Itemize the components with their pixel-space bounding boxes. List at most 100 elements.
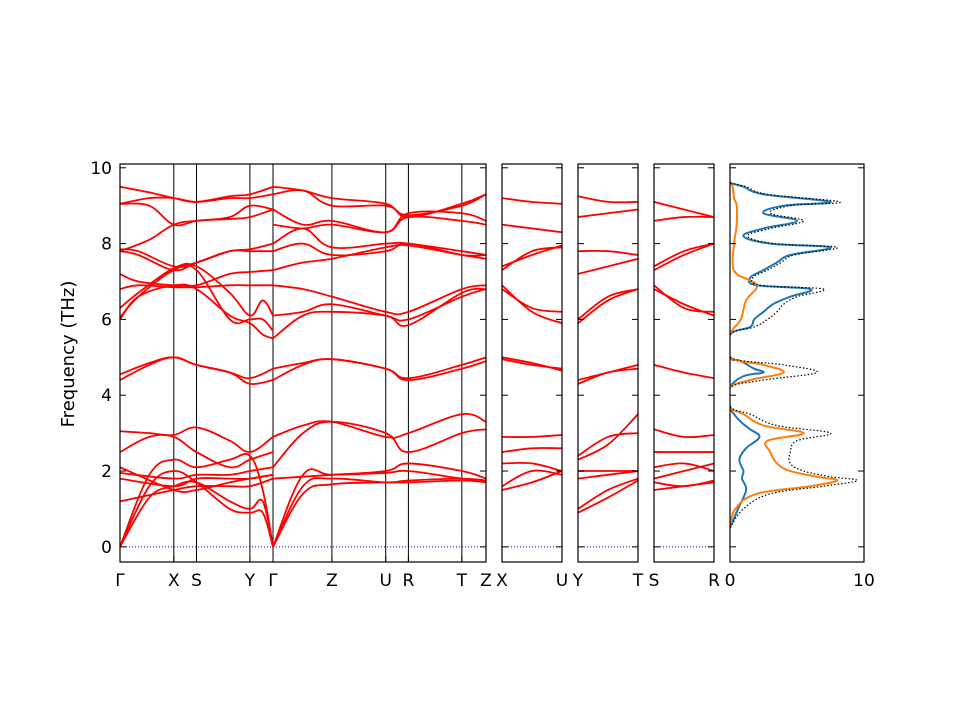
panel-frame [653, 163, 715, 563]
y-axis-label: Frequency (THz) [58, 281, 79, 428]
phonon-band-line [120, 356, 274, 380]
phonon-band-line [502, 223, 562, 234]
k-point-label: S [649, 571, 660, 591]
bands [120, 185, 486, 548]
phonon-band-line [272, 242, 486, 257]
phonon-band-line [120, 269, 274, 288]
phonon-band-line [502, 197, 562, 205]
phonon-band-line [654, 428, 714, 439]
bands [654, 201, 714, 491]
k-point-label: T [456, 571, 468, 591]
phonon-band-line [120, 452, 274, 548]
phonon-band-line [120, 242, 274, 268]
panel-frame [577, 163, 639, 563]
phonon-band-line [502, 244, 562, 268]
k-point-label: Y [572, 571, 584, 591]
k-point-label: Y [244, 571, 256, 591]
phonon-band-line [120, 466, 274, 480]
phonon-band-line [654, 284, 714, 313]
k-point-label: R [708, 571, 720, 591]
panel-frame [119, 163, 487, 563]
bands [578, 195, 638, 514]
phonon-band-line [120, 470, 274, 548]
y-tick-label: 10 [90, 159, 112, 179]
dos-curves [730, 181, 858, 529]
k-point-label: Γ [115, 571, 125, 591]
phonon-band-line [502, 246, 562, 271]
phonon-band-line [578, 364, 638, 381]
phonon-band-line [502, 447, 562, 453]
dos-x-tick-label: 0 [725, 571, 736, 591]
phonon-band-line [654, 364, 714, 380]
phonon-band-line [272, 243, 486, 272]
phonon-band-line [120, 185, 274, 203]
phonon-band-line [578, 195, 638, 204]
phonon-band-line [502, 358, 562, 370]
phonon-band-line [502, 461, 562, 472]
phonon-band-line [578, 249, 638, 256]
k-point-label: Z [326, 571, 338, 591]
k-point-label: Γ [268, 571, 278, 591]
bands [502, 197, 562, 491]
panel-5: 0 10 [725, 163, 875, 591]
dos-x-tick-label: 10 [853, 571, 875, 591]
phonon-band-line [578, 470, 638, 480]
k-point-label: Z [480, 571, 492, 591]
dos-partial-line [730, 181, 832, 529]
phonon-band-line [272, 477, 486, 548]
y-tick-label: 2 [101, 462, 112, 482]
phonon-band-line [502, 288, 562, 313]
phonon-band-line [654, 479, 714, 488]
phonon-band-line [272, 420, 486, 468]
phonon-band-line [578, 479, 638, 514]
phonon-band-line [272, 468, 486, 548]
phonon-band-line [578, 257, 638, 275]
phonon-band-line [502, 284, 562, 325]
y-tick-label: 8 [101, 235, 112, 255]
phonon-band-line [120, 202, 274, 227]
phonon-band-line [272, 356, 486, 380]
phonon-band-line [654, 288, 714, 317]
k-point-label: S [191, 571, 202, 591]
phonon-band-line [120, 284, 273, 290]
phonon-band-line [120, 466, 274, 494]
phonon-band-line [502, 434, 562, 438]
phonon-band-line [654, 201, 714, 218]
phonon-band-line [272, 479, 486, 548]
y-tick-label: 6 [101, 310, 112, 330]
phonon-band-line [578, 288, 638, 324]
k-point-label: U [556, 571, 568, 591]
y-tick-label: 0 [101, 538, 112, 558]
phonon-band-line [120, 433, 274, 469]
k-point-label: X [496, 571, 508, 591]
k-point-label: R [403, 571, 415, 591]
phonon-band-line [272, 284, 486, 316]
phonon-band-line [578, 367, 638, 385]
k-point-label: U [379, 571, 391, 591]
phonon-band-line [578, 432, 638, 457]
phonon-band-line [272, 208, 486, 234]
phonon-band-line [654, 215, 714, 222]
phonon-band-line [272, 185, 486, 218]
phonon-band-line [578, 288, 638, 321]
panel-frame [501, 163, 563, 563]
phonon-band-line [502, 469, 562, 487]
phonon-band-line [654, 462, 714, 480]
phonon-band-line [120, 264, 274, 332]
k-point-label: X [168, 571, 180, 591]
phonon-band-line [502, 356, 562, 372]
phonon-band-line [654, 242, 714, 271]
phonon-band-line [272, 412, 486, 439]
phonon-band-line [578, 477, 638, 510]
panel-frame [729, 163, 865, 563]
phonon-band-line [654, 242, 714, 268]
k-point-label: T [632, 571, 644, 591]
phonon-band-line [120, 426, 274, 453]
y-tick-label: 4 [101, 386, 112, 406]
